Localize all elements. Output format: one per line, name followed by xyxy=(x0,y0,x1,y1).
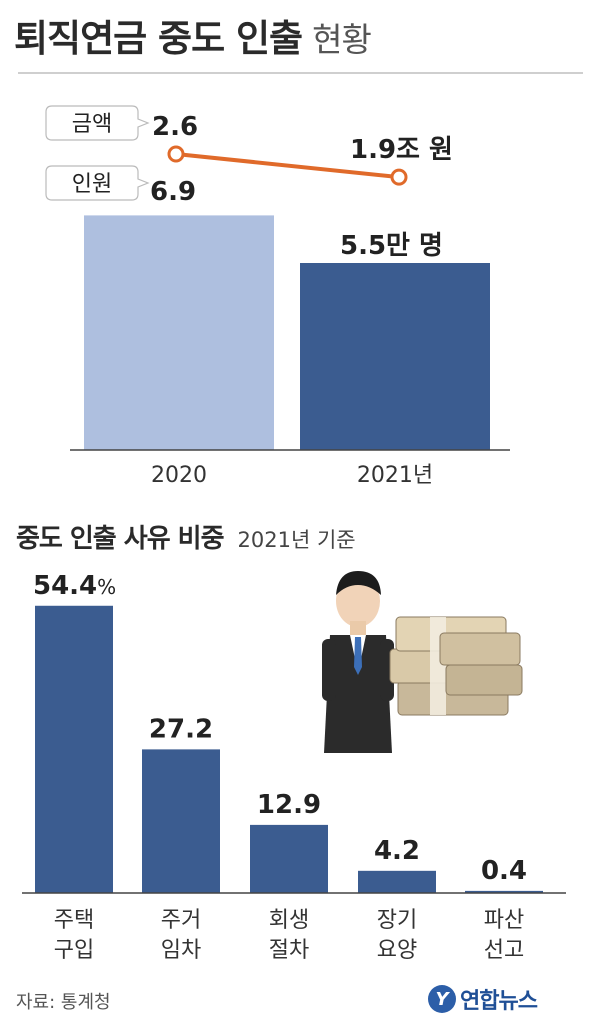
legend-amount-callout xyxy=(45,105,150,141)
reason-category-label: 절차 xyxy=(269,938,309,963)
reason-category-label: 선고 xyxy=(484,938,524,963)
bar-2021년 xyxy=(300,263,490,450)
legend-amount-label: 금액 xyxy=(72,112,112,137)
reason-bar xyxy=(358,870,436,893)
reason-category-label: 파산 xyxy=(484,908,524,933)
legend-headcount-callout xyxy=(45,165,150,201)
reason-bar xyxy=(465,890,543,893)
yonhap-logo-icon: Y xyxy=(428,985,456,1013)
x-tick-label: 2021년 xyxy=(357,463,433,488)
reason-category-label: 주거 xyxy=(161,908,201,933)
reason-bar xyxy=(142,749,220,893)
reason-chart-title: 중도 인출 사유 비중 xyxy=(16,524,225,554)
title-suffix: 현황 xyxy=(312,20,372,59)
line-value-label: 2.6 xyxy=(152,112,198,142)
amount-line xyxy=(175,152,400,180)
chart-title: 퇴직연금 중도 인출 현황 xyxy=(14,8,372,68)
legend-headcount-label: 인원 xyxy=(72,172,112,197)
cash-stack-illustration xyxy=(389,616,523,716)
reason-chart-subtitle: 2021년 기준 xyxy=(237,528,356,552)
bar-2020 xyxy=(84,215,274,450)
bar-value-label: 5.5만 명 xyxy=(340,231,443,261)
reason-bar xyxy=(35,605,113,893)
reason-value-label: 54.4% xyxy=(33,571,116,601)
reason-value-label: 12.9 xyxy=(257,790,321,820)
amount-point xyxy=(390,168,408,186)
x-tick-label: 2020 xyxy=(151,463,207,488)
reason-category-label: 요양 xyxy=(377,938,417,963)
title-main: 퇴직연금 중도 인출 xyxy=(14,17,303,60)
reason-value-label: 27.2 xyxy=(149,714,213,744)
yonhap-logo-text: 연합뉴스 xyxy=(460,989,538,1014)
reason-chart-heading: 중도 인출 사유 비중 2021년 기준 xyxy=(16,518,356,555)
businessman-illustration xyxy=(322,571,394,753)
amount-point xyxy=(167,145,185,163)
reason-category-label: 주택 xyxy=(54,908,94,933)
reason-category-label: 장기 xyxy=(377,908,417,933)
reason-category-label: 임차 xyxy=(161,938,201,963)
reason-bar xyxy=(250,824,328,893)
reason-category-label: 구입 xyxy=(54,938,94,963)
reason-value-label: 0.4 xyxy=(481,856,527,886)
reason-value-label: 4.2 xyxy=(374,836,420,866)
yonhap-logo: Y 연합뉴스 xyxy=(428,983,538,1015)
reason-category-label: 회생 xyxy=(269,908,309,933)
divider xyxy=(18,72,583,74)
source-note: 자료: 통계청 xyxy=(16,992,111,1013)
unit-label: % xyxy=(97,575,116,599)
line-value-label: 1.9조 원 xyxy=(350,135,453,165)
bar-value-label: 6.9 xyxy=(150,177,196,207)
